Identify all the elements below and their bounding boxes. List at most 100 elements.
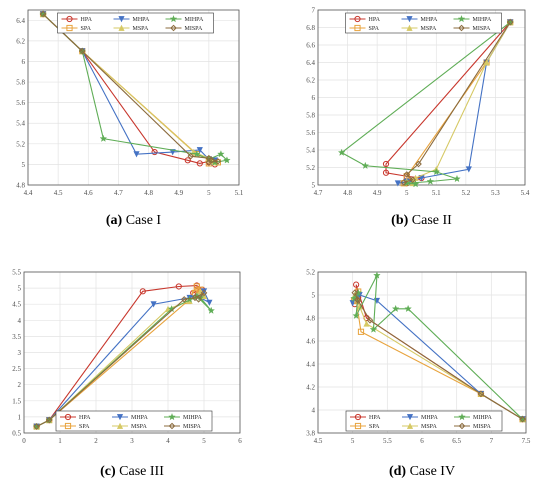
y-tick-label: 4.4	[306, 361, 315, 369]
data-point-mispa	[351, 289, 359, 297]
x-tick-label: 2	[94, 437, 98, 445]
data-point-mihpa	[426, 177, 435, 185]
legend-marker-mspa	[116, 422, 124, 429]
x-tick-label: 5	[351, 437, 355, 445]
data-point-mispa	[400, 179, 408, 186]
plot-frame	[317, 9, 526, 186]
caption-letter: (d)	[389, 464, 406, 479]
y-tick-label: 6	[22, 58, 26, 66]
legend-marker-mhpa	[116, 414, 124, 421]
x-tick-label: 6	[420, 437, 424, 445]
chart-panel: 4.5 5 5.5 6 6.5 7 7.5 3.8 4 4.2 4.4 4.6 4.8 5 5.2 HPA MH…	[306, 269, 531, 480]
legend-label-mspa: MSPA	[421, 26, 437, 32]
legend-label-mspa: MSPA	[421, 424, 437, 430]
legend-label-mispa: MISPA	[473, 26, 491, 32]
x-tick-label: 4.4	[24, 189, 33, 197]
legend: HPA MHPA MIHPA SPA MSPA MISPA	[345, 12, 502, 34]
plot-frame	[317, 271, 527, 434]
legend-marker-mspa	[118, 24, 125, 31]
y-tick-label: 5.8	[306, 112, 315, 120]
x-tick-label: 6.5	[452, 437, 461, 445]
data-point-hpa	[382, 160, 390, 168]
legend-label-hpa: HPA	[81, 17, 93, 23]
y-tick-label: 6.2	[16, 37, 25, 45]
chart-panel: 4.4 4.5 4.6 4.7 4.8 4.9 5 5.1 4.8 5 5.2 5.4 5.6 5.8 6 6…	[16, 9, 244, 228]
legend-marker-mspa	[406, 422, 414, 429]
legend-label-mhpa: MHPA	[421, 415, 438, 421]
y-tick-label: 6	[312, 94, 316, 102]
y-tick-label: 5	[312, 292, 316, 300]
legend-marker-mihpa	[458, 413, 466, 421]
y-tick-label: 6.6	[306, 42, 315, 50]
data-point-mspa	[483, 59, 490, 66]
data-point-mihpa	[404, 304, 412, 313]
data-point-mihpa	[223, 156, 231, 164]
data-point-spa	[357, 328, 365, 335]
legend-marker-hpa	[64, 413, 72, 421]
y-tick-label: 4.5	[12, 301, 21, 309]
x-tick-label: 5.5	[383, 437, 392, 445]
series-line-mispa	[42, 13, 219, 163]
data-point-mhpa	[394, 180, 401, 187]
legend-label-spa: SPA	[369, 26, 380, 32]
x-tick-label: 4.8	[144, 189, 153, 197]
legend-label-spa: SPA	[79, 424, 90, 430]
legend-marker-hpa	[354, 413, 362, 421]
data-point-mispa	[366, 316, 374, 324]
y-tick-label: 4.8	[16, 182, 25, 190]
legend-label-mihpa: MIHPA	[185, 17, 204, 23]
legend: HPA MHPA MIHPA SPA MSPA MISPA	[57, 12, 214, 34]
legend-marker-mhpa	[118, 16, 125, 23]
legend-label-mispa: MISPA	[473, 424, 491, 430]
legend: HPA MHPA MIHPA SPA MSPA MISPA	[55, 410, 213, 432]
y-tick-label: 3.8	[306, 430, 315, 438]
legend-marker-mispa	[170, 24, 177, 32]
y-tick-label: 5.5	[12, 269, 21, 277]
x-tick-label: 4.7	[114, 189, 123, 197]
legend-label-hpa: HPA	[369, 415, 381, 421]
data-point-mihpa	[207, 306, 215, 314]
data-point-mihpa	[99, 134, 108, 142]
series-line-hpa	[36, 284, 204, 428]
data-point-hpa	[196, 160, 203, 167]
caption-text: Case I	[122, 213, 161, 228]
y-tick-label: 5.6	[306, 129, 315, 137]
legend-marker-spa	[354, 24, 361, 32]
y-tick-label: 4	[18, 317, 22, 325]
data-point-mihpa	[352, 311, 360, 319]
x-tick-label: 5.1	[432, 189, 441, 197]
y-tick-label: 6.4	[16, 17, 25, 25]
legend-label-mspa: MSPA	[133, 26, 149, 32]
legend-marker-mspa	[406, 24, 413, 31]
data-point-mihpa	[373, 271, 381, 279]
y-tick-label: 6.8	[306, 24, 315, 32]
x-tick-label: 5	[207, 189, 211, 197]
panel-caption: (b) Case II	[391, 213, 452, 228]
y-tick-label: 5.2	[306, 269, 315, 277]
data-point-mihpa	[193, 150, 201, 158]
legend-label-mihpa: MIHPA	[183, 415, 202, 421]
y-tick-label: 1	[18, 413, 22, 421]
series-line-mispa	[354, 292, 523, 420]
data-point-mispa	[477, 390, 485, 398]
data-point-mihpa	[453, 174, 461, 183]
legend-marker-spa	[66, 24, 73, 32]
data-point-hpa	[382, 169, 390, 176]
x-tick-label: 4.5	[54, 189, 63, 197]
legend-label-spa: SPA	[369, 424, 380, 430]
data-point-mihpa	[337, 148, 346, 156]
caption-letter: (a)	[106, 213, 123, 228]
y-tick-label: 1.5	[12, 397, 21, 405]
series-line-mihpa	[340, 21, 511, 185]
x-tick-label: 4.8	[343, 189, 352, 197]
data-point-mispa	[506, 18, 514, 26]
y-tick-label: 4	[312, 407, 316, 415]
x-tick-label: 4.9	[174, 189, 183, 197]
legend-label-mihpa: MIHPA	[473, 17, 492, 23]
data-point-mihpa	[391, 304, 400, 313]
y-tick-label: 7	[312, 7, 316, 15]
legend-marker-mihpa	[169, 15, 178, 23]
legend-marker-spa	[64, 422, 72, 430]
x-tick-label: 5.3	[491, 189, 500, 197]
data-point-mhpa	[206, 299, 213, 306]
